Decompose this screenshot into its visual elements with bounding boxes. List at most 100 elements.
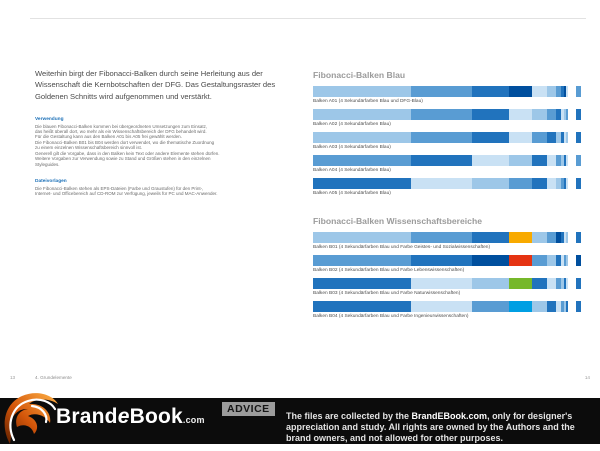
fibonacci-bar-row: Balken A05 (4 Sekundärfarben Blau)	[313, 178, 585, 197]
bar-segment	[566, 109, 568, 120]
bar-segment	[561, 132, 565, 143]
bar-segment	[564, 301, 567, 312]
bar-segment	[532, 232, 547, 243]
bar-segment	[532, 178, 547, 189]
bar-end-sliver	[576, 301, 582, 312]
bar-segment	[410, 178, 472, 189]
bar-segment	[313, 178, 411, 189]
fibonacci-science-section: Fibonacci-Balken Wissenschaftsbereiche B…	[313, 216, 585, 324]
file-templates-body: Die Fibonacci-Balken stehen als EPS-Date…	[35, 185, 218, 196]
bar-segment	[555, 155, 561, 166]
bar-segment	[471, 301, 510, 312]
bar-segment	[509, 232, 533, 243]
bar-segment	[313, 86, 411, 97]
bar-segment	[564, 278, 567, 289]
bar-segment	[564, 86, 567, 97]
bar-segment	[313, 232, 411, 243]
bar-segment	[546, 301, 556, 312]
bar-segment	[313, 132, 411, 143]
fibonacci-bar-row: Balken A04 (4 Sekundärfarben Blau)	[313, 155, 585, 174]
bar-segment	[471, 278, 510, 289]
bar-segment	[555, 255, 561, 266]
brandebook-flame-icon	[2, 390, 64, 451]
bar-caption: Balken A04 (4 Sekundärfarben Blau)	[313, 168, 391, 173]
bar-caption: Balken B04 (4 Sekundärfarben Blau und Fa…	[313, 314, 469, 319]
bar-segment	[566, 132, 568, 143]
bar-segment	[546, 178, 556, 189]
bar-segment	[561, 86, 565, 97]
fibonacci-bar	[313, 155, 585, 166]
bar-segment	[555, 232, 561, 243]
chapter-label: 4. Grundelemente	[35, 375, 72, 380]
bar-segment	[410, 86, 472, 97]
bar-segment	[546, 232, 556, 243]
bar-segment	[564, 155, 567, 166]
bar-segment	[555, 301, 561, 312]
bar-segment	[555, 132, 561, 143]
bar-end-sliver	[576, 155, 582, 166]
bar-end-sliver	[576, 109, 582, 120]
bar-segment	[410, 109, 472, 120]
fibonacci-bar-row: Balken A02 (4 Sekundärfarben Blau)	[313, 109, 585, 128]
bar-segment	[546, 86, 556, 97]
bar-segment	[509, 132, 533, 143]
fibonacci-bar	[313, 232, 585, 243]
bar-segment	[509, 109, 533, 120]
bar-caption: Balken A05 (4 Sekundärfarben Blau)	[313, 191, 391, 196]
bar-segment	[564, 232, 567, 243]
bar-caption: Balken A01 (4 Sekundärfarben Blau und DF…	[313, 99, 423, 104]
file-templates-heading: Dateivorlagen	[35, 179, 67, 184]
bar-segment	[566, 301, 568, 312]
file-templates-section: Dateivorlagen Die Fibonacci-Balken stehe…	[35, 179, 293, 196]
bar-end-gap	[567, 109, 577, 120]
fibonacci-bar-row: Balken A01 (4 Sekundärfarben Blau und DF…	[313, 86, 585, 105]
bar-segment	[561, 155, 565, 166]
bar-segment	[561, 278, 565, 289]
bar-end-sliver	[576, 232, 582, 243]
left-page-number: 13	[10, 375, 16, 380]
fibonacci-science-bars: Balken B01 (4 Sekundärfarben Blau und Fa…	[313, 232, 585, 320]
bar-end-gap	[567, 255, 577, 266]
bar-segment	[561, 301, 565, 312]
fibonacci-blue-heading: Fibonacci-Balken Blau	[313, 70, 406, 80]
bar-segment	[564, 109, 567, 120]
bar-segment	[313, 301, 411, 312]
bar-segment	[471, 132, 510, 143]
bar-caption: Balken B02 (4 Sekundärfarben Blau und Fa…	[313, 268, 465, 273]
header-rule	[30, 18, 586, 19]
bar-segment	[564, 132, 567, 143]
bar-segment	[561, 232, 565, 243]
fibonacci-blue-bars: Balken A01 (4 Sekundärfarben Blau und DF…	[313, 86, 585, 197]
bar-segment	[471, 109, 510, 120]
bar-segment	[410, 301, 472, 312]
bar-segment	[509, 278, 533, 289]
advice-badge: ADVICE	[222, 402, 275, 416]
fibonacci-bar-row: Balken A03 (4 Sekundärfarben Blau)	[313, 132, 585, 151]
bar-segment	[564, 178, 567, 189]
bar-segment	[410, 278, 472, 289]
bar-end-gap	[567, 178, 577, 189]
brandebook-name: BrandEBook.com	[411, 411, 488, 421]
bar-segment	[410, 255, 472, 266]
right-page-number: 14	[584, 375, 590, 380]
fibonacci-bar	[313, 109, 585, 120]
bar-caption: Balken B03 (4 Sekundärfarben Blau und Fa…	[313, 291, 461, 296]
bar-segment	[566, 232, 568, 243]
watermark-bar: BrandeBook.com ADVICE The files are coll…	[0, 393, 600, 444]
bar-segment	[546, 278, 556, 289]
bar-segment	[313, 155, 411, 166]
bar-segment	[566, 278, 568, 289]
bar-segment	[313, 109, 411, 120]
bar-segment	[566, 86, 568, 97]
bar-segment	[561, 255, 565, 266]
bar-segment	[532, 301, 547, 312]
bar-segment	[532, 109, 547, 120]
usage-section: Verwendung Die blauen Fibonacci-Balken k…	[35, 117, 293, 167]
brandebook-wordmark: BrandeBook.com	[56, 405, 205, 428]
fibonacci-bar-row: Balken B01 (4 Sekundärfarben Blau und Fa…	[313, 232, 585, 251]
bar-segment	[564, 255, 567, 266]
bar-segment	[410, 132, 472, 143]
bar-segment	[471, 155, 510, 166]
bar-segment	[509, 155, 533, 166]
bar-segment	[471, 255, 510, 266]
